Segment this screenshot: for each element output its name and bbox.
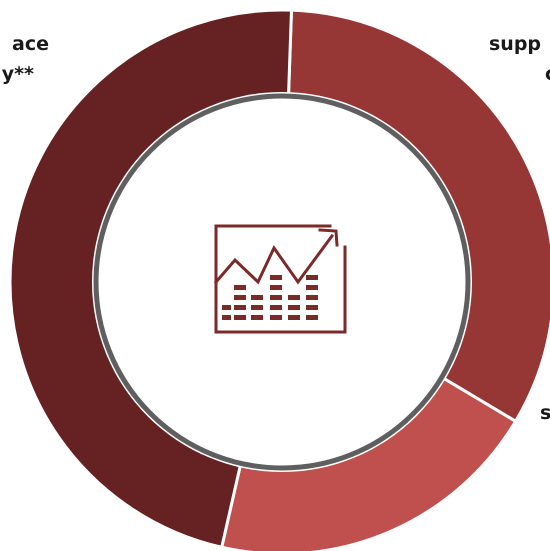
line-chart-with-bars-icon <box>213 224 347 334</box>
segment-label-top-left-line2: y** <box>2 63 34 85</box>
segment-label-top-left-line1: ace <box>12 33 49 55</box>
inner-ring <box>93 93 471 471</box>
donut-hole <box>92 92 472 472</box>
segment-label-top-right-line1: supp <box>489 33 541 55</box>
segment-label-top-right-line2: c <box>545 63 550 85</box>
segment-label-bottom-right-line1: s <box>540 402 550 424</box>
